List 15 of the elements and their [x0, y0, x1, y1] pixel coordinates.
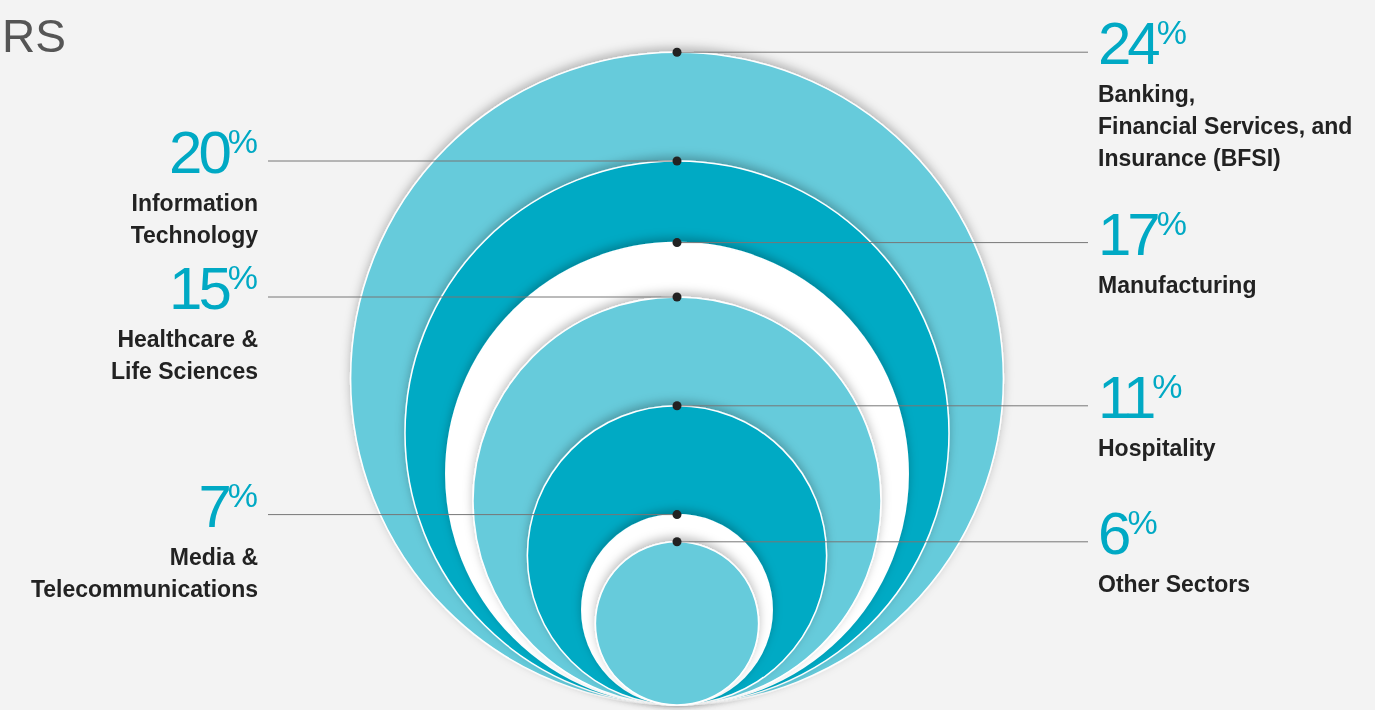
category-label: Hospitality [1098, 434, 1216, 461]
category-label: Other Sectors [1098, 570, 1251, 597]
data-label: 17$^{%}$ [1098, 200, 1187, 268]
category-label: Information Technology [130, 190, 259, 248]
category-label: Healthcare & Life Sciences [110, 326, 258, 384]
data-label: 7$^{%}$ [198, 472, 258, 540]
data-label: 15$^{%}$ [169, 255, 258, 322]
data-label: 24$^{%}$ [1098, 10, 1187, 78]
category-label: Manufacturing [1098, 271, 1257, 298]
data-label: 20$^{%}$ [169, 119, 258, 186]
text: RS [2, 10, 66, 62]
category-label: Banking, Financial Services, and Insurance (BFSI) [1098, 81, 1353, 172]
data-label: 11$^{%}$ [1098, 363, 1183, 431]
data-label: 6$^{%}$ [1098, 499, 1158, 567]
category-label: Media & Telecommunications [30, 543, 258, 602]
